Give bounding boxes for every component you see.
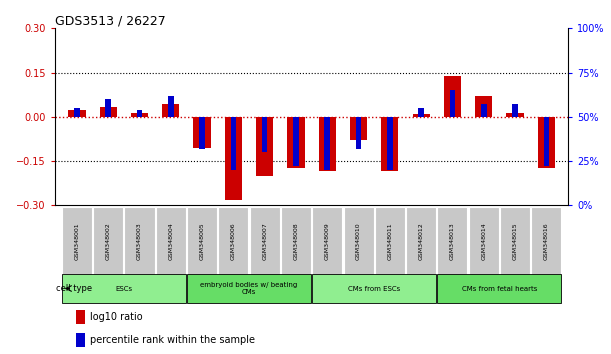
- Text: GSM348008: GSM348008: [293, 222, 298, 259]
- Bar: [419, 108, 424, 117]
- Bar: [356, 117, 361, 149]
- Bar: [512, 104, 518, 117]
- FancyBboxPatch shape: [406, 207, 436, 275]
- FancyBboxPatch shape: [312, 207, 342, 275]
- Bar: [475, 96, 492, 117]
- FancyBboxPatch shape: [281, 207, 311, 275]
- Bar: [262, 117, 268, 152]
- FancyBboxPatch shape: [312, 274, 436, 303]
- FancyBboxPatch shape: [343, 207, 373, 275]
- Text: GSM348007: GSM348007: [262, 222, 267, 259]
- FancyBboxPatch shape: [187, 274, 311, 303]
- Bar: [293, 117, 299, 166]
- FancyBboxPatch shape: [375, 207, 405, 275]
- Text: GSM348005: GSM348005: [200, 222, 205, 259]
- Bar: [76, 333, 85, 347]
- Bar: [381, 117, 398, 171]
- Bar: [256, 117, 273, 176]
- FancyBboxPatch shape: [437, 207, 467, 275]
- Bar: [74, 108, 79, 117]
- Text: GSM348014: GSM348014: [481, 222, 486, 259]
- Text: GSM348015: GSM348015: [513, 222, 518, 259]
- Bar: [168, 96, 174, 117]
- Bar: [137, 110, 142, 117]
- Text: cell type: cell type: [56, 284, 92, 293]
- Text: GSM348013: GSM348013: [450, 222, 455, 259]
- Bar: [319, 117, 336, 171]
- FancyBboxPatch shape: [125, 207, 155, 275]
- Bar: [538, 117, 555, 167]
- Bar: [76, 310, 85, 324]
- Bar: [162, 104, 180, 117]
- Bar: [481, 104, 486, 117]
- Text: CMs from fetal hearts: CMs from fetal hearts: [462, 286, 537, 291]
- Bar: [350, 117, 367, 140]
- FancyBboxPatch shape: [437, 274, 562, 303]
- Bar: [544, 117, 549, 166]
- Text: log10 ratio: log10 ratio: [90, 312, 142, 322]
- Text: embryoid bodies w/ beating
CMs: embryoid bodies w/ beating CMs: [200, 282, 298, 295]
- Text: ESCs: ESCs: [115, 286, 133, 291]
- FancyBboxPatch shape: [500, 207, 530, 275]
- FancyBboxPatch shape: [62, 274, 186, 303]
- Bar: [199, 117, 205, 149]
- FancyBboxPatch shape: [93, 207, 123, 275]
- Bar: [444, 75, 461, 117]
- Text: GSM348001: GSM348001: [75, 222, 79, 259]
- Text: GSM348009: GSM348009: [325, 222, 330, 259]
- Text: CMs from ESCs: CMs from ESCs: [348, 286, 400, 291]
- Bar: [194, 117, 211, 148]
- FancyBboxPatch shape: [250, 207, 280, 275]
- Bar: [450, 90, 455, 117]
- Bar: [131, 113, 148, 117]
- FancyBboxPatch shape: [532, 207, 562, 275]
- Text: GSM348016: GSM348016: [544, 222, 549, 259]
- Text: GSM348010: GSM348010: [356, 222, 361, 259]
- Text: GSM348011: GSM348011: [387, 222, 392, 259]
- FancyBboxPatch shape: [218, 207, 249, 275]
- Bar: [105, 99, 111, 117]
- Text: GSM348002: GSM348002: [106, 222, 111, 259]
- FancyBboxPatch shape: [469, 207, 499, 275]
- Text: percentile rank within the sample: percentile rank within the sample: [90, 335, 255, 345]
- Text: GSM348012: GSM348012: [419, 222, 423, 259]
- Text: GDS3513 / 26227: GDS3513 / 26227: [55, 14, 166, 27]
- Text: GSM348003: GSM348003: [137, 222, 142, 259]
- FancyBboxPatch shape: [187, 207, 217, 275]
- Bar: [287, 117, 304, 167]
- Bar: [230, 117, 236, 170]
- Bar: [100, 107, 117, 117]
- Text: GSM348006: GSM348006: [231, 222, 236, 259]
- Bar: [225, 117, 242, 200]
- FancyBboxPatch shape: [62, 207, 92, 275]
- Bar: [68, 110, 86, 117]
- FancyBboxPatch shape: [156, 207, 186, 275]
- Text: GSM348004: GSM348004: [168, 222, 174, 259]
- Bar: [387, 117, 393, 170]
- Bar: [412, 114, 430, 117]
- Bar: [507, 113, 524, 117]
- Bar: [324, 117, 330, 170]
